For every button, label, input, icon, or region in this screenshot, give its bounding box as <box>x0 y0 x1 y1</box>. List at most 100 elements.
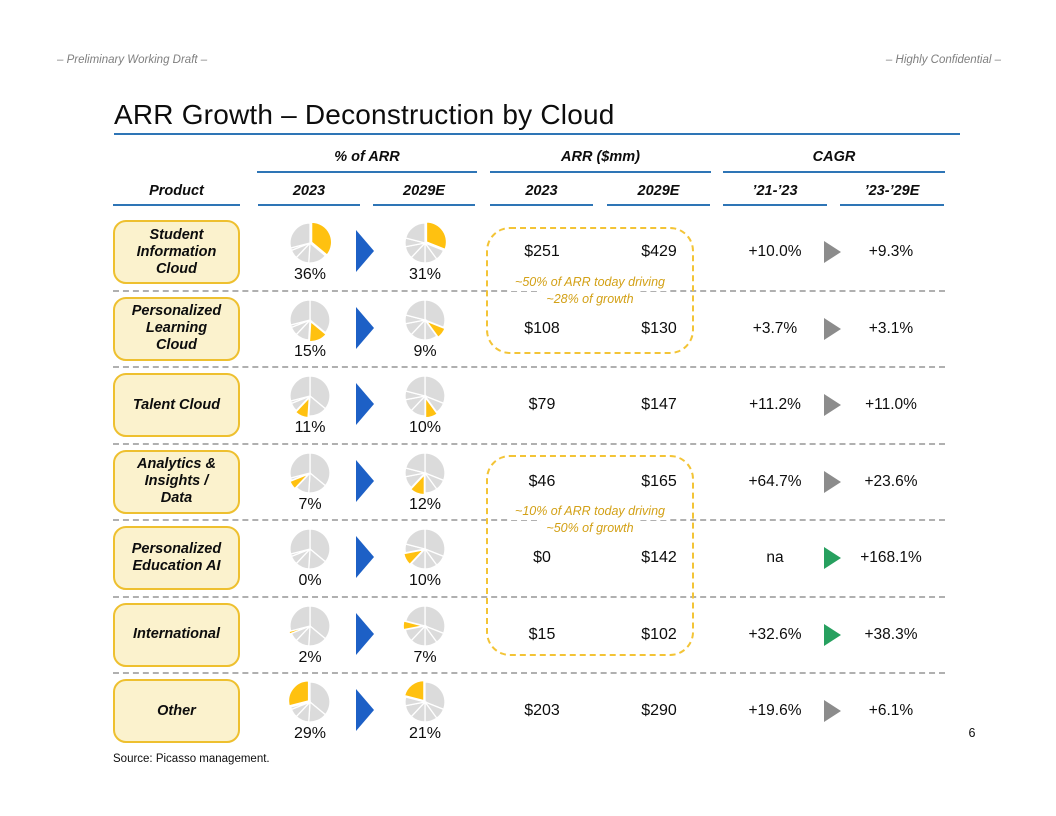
pie-chart-2023 <box>289 221 333 264</box>
cagr-arrow-icon <box>824 394 841 416</box>
transition-arrow-icon <box>356 306 374 349</box>
pie-slice-highlight <box>288 625 309 635</box>
source-note: Source: Picasso management. <box>113 753 270 765</box>
pie-slice-highlight <box>289 472 309 490</box>
group-header-pct-arr: % of ARR <box>334 149 400 165</box>
table-row-personalized-education-ai: Personalized Education AI 0% 10% $0 $142… <box>0 520 1056 597</box>
arr-value-2023: $46 <box>528 472 556 490</box>
transition-arrow-icon <box>356 612 374 655</box>
pie-chart-2023 <box>287 680 331 723</box>
group-rule-pct <box>257 171 477 173</box>
callout-annotation-top: ~50% of ARR today driving ~28% of growth <box>486 274 694 308</box>
pie-slice <box>309 451 331 487</box>
cagr-23-29e-value: +3.1% <box>868 319 914 337</box>
cagr-arrow-icon <box>824 547 841 569</box>
pie-slice <box>404 696 426 707</box>
group-header-arr-mm: ARR ($mm) <box>561 149 640 165</box>
product-name: International <box>132 626 220 642</box>
pct-arr-2029e: 10% <box>408 419 442 436</box>
pie-chart-2029e <box>404 298 446 341</box>
col-header-cagr-23-29e: ’23-’29E <box>864 183 920 199</box>
pie-slice-highlight <box>403 548 426 566</box>
pie-slice <box>289 375 311 402</box>
transition-arrow-icon <box>356 230 374 272</box>
confidential-watermark: – Highly Confidential – <box>885 54 1001 66</box>
pct-arr-2029e: 10% <box>408 572 442 589</box>
product-name: Personalized Education AI <box>131 541 222 574</box>
pie-slice <box>424 528 446 558</box>
callout-box-top <box>486 227 694 354</box>
pie-slice <box>424 681 446 711</box>
pct-arr-2023: 2% <box>298 648 322 666</box>
pie-slice <box>404 375 426 397</box>
table-row-talent-cloud: Talent Cloud 11% 10% $79 $147 +11.2% +11… <box>0 367 1056 444</box>
cagr-23-29e-value: +11.0% <box>865 396 917 413</box>
cagr-23-29e-value: +38.3% <box>864 625 918 643</box>
pie-slice <box>289 298 311 326</box>
cagr-arrow-icon <box>824 700 841 722</box>
arr-value-2029e: $147 <box>641 396 677 413</box>
pct-arr-2023: 0% <box>298 572 322 589</box>
col-rule-arr-2023 <box>490 204 593 206</box>
pie-slice <box>289 222 311 249</box>
pie-slice <box>424 604 446 634</box>
pie-slice <box>289 528 311 555</box>
pie-chart-2023 <box>289 298 331 342</box>
pie-chart-2023 <box>289 375 331 419</box>
product-label-box: Analytics & Insights / Data <box>113 449 240 514</box>
col-rule-cagr-23-29e <box>840 204 944 206</box>
pct-arr-2029e: 31% <box>408 266 442 283</box>
pct-arr-2023: 29% <box>293 725 327 742</box>
arr-value-2029e: $429 <box>641 243 677 260</box>
pie-slice-highlight <box>425 221 448 251</box>
cagr-arrow-icon <box>824 241 841 263</box>
col-rule-product <box>113 204 240 206</box>
pct-arr-2023: 15% <box>293 342 327 360</box>
pct-arr-2029e: 9% <box>413 342 437 360</box>
pie-slice <box>424 298 446 328</box>
pie-chart-2023 <box>288 604 331 647</box>
pie-slice-highlight <box>402 619 424 630</box>
cagr-23-29e-value: +9.3% <box>868 243 914 260</box>
row-separator <box>113 519 945 521</box>
pie-slice <box>309 604 331 640</box>
cagr-21-23-value: +19.6% <box>748 702 802 719</box>
col-header-arr-2029e: 2029E <box>637 183 680 199</box>
cagr-21-23-value: +11.2% <box>749 396 801 413</box>
pie-slice <box>309 681 331 716</box>
cagr-23-29e-value: +168.1% <box>860 549 922 566</box>
product-name: Analytics & Insights / Data <box>137 456 216 506</box>
pie-slice-highlight <box>287 680 310 707</box>
pie-slice <box>289 701 311 711</box>
arr-value-2029e: $290 <box>641 702 677 719</box>
arr-value-2023: $15 <box>528 625 556 643</box>
cagr-21-23-value: +10.0% <box>748 243 802 260</box>
pct-arr-2029e: 7% <box>413 648 437 666</box>
cagr-21-23-value: +64.7% <box>748 472 802 490</box>
pie-slice-highlight <box>403 679 425 702</box>
callout-box-bottom <box>486 455 694 656</box>
pie-slice-highlight <box>409 472 425 495</box>
pie-slice-highlight <box>308 319 328 342</box>
group-rule-cagr <box>723 171 945 173</box>
arr-value-2029e: $142 <box>641 549 677 566</box>
product-label-box: Other <box>113 679 240 743</box>
transition-arrow-icon <box>356 689 374 731</box>
pie-slice-highlight <box>424 319 446 338</box>
callout-annotation-bottom: ~10% of ARR today driving ~50% of growth <box>486 503 694 537</box>
cagr-arrow-icon <box>824 623 841 646</box>
annotation-line: ~28% of growth <box>541 291 639 308</box>
group-rule-arr <box>490 171 711 173</box>
group-header-cagr: CAGR <box>812 149 856 165</box>
pie-chart-2023 <box>289 451 331 494</box>
annotation-line: ~50% of growth <box>541 520 639 537</box>
cagr-21-23-value: na <box>766 549 784 566</box>
pie-slice <box>309 528 331 563</box>
transition-arrow-icon <box>356 536 374 578</box>
table-row-other: Other 29% 21% $203 $290 +19.6% +6.1% <box>0 673 1056 750</box>
col-rule-arr-2029e <box>607 204 710 206</box>
transition-arrow-icon <box>356 459 374 502</box>
arr-value-2023: $203 <box>524 702 560 719</box>
arr-value-2029e: $102 <box>641 625 677 643</box>
row-separator <box>113 596 945 598</box>
